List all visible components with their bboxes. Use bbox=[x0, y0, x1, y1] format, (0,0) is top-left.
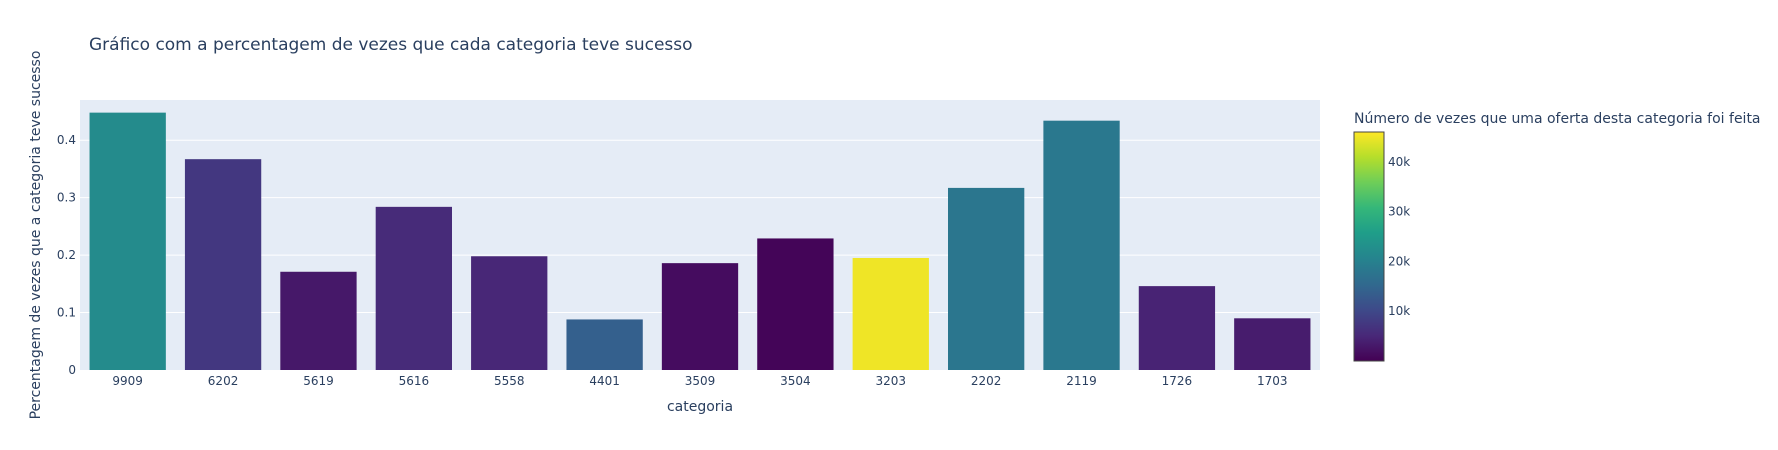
x-axis-title: categoria bbox=[667, 399, 733, 415]
y-tick-label: 0.4 bbox=[57, 133, 76, 147]
colorbar-tick-label: 40k bbox=[1388, 155, 1410, 169]
x-tick-label: 4401 bbox=[589, 374, 620, 388]
x-tick-label: 2119 bbox=[1066, 374, 1097, 388]
bar-2119[interactable] bbox=[1043, 120, 1120, 371]
bar-3504[interactable] bbox=[757, 238, 834, 370]
colorbar-tick-labels: 10k 20k 30k 40k bbox=[1388, 155, 1410, 318]
x-tick-label: 1726 bbox=[1162, 374, 1193, 388]
colorbar-tick-label: 10k bbox=[1388, 304, 1410, 318]
y-tick-label: 0.2 bbox=[57, 248, 76, 262]
bar-1726[interactable] bbox=[1138, 286, 1216, 370]
bar-6202[interactable] bbox=[184, 159, 262, 370]
y-tick-label: 0.1 bbox=[57, 306, 76, 320]
x-tick-label: 3504 bbox=[780, 374, 811, 388]
bar-3509[interactable] bbox=[661, 263, 739, 370]
bar-3203[interactable] bbox=[852, 257, 929, 370]
x-tick-label: 3509 bbox=[685, 374, 716, 388]
x-tick-label: 9909 bbox=[112, 374, 143, 388]
chart-title: Gráfico com a percentagem de vezes que c… bbox=[89, 35, 693, 55]
y-tick-labels: 0 0.1 0.2 0.3 0.4 bbox=[57, 133, 76, 377]
colorbar-tick-label: 30k bbox=[1388, 205, 1410, 219]
x-tick-labels: 9909 6202 5619 5616 5558 4401 3509 3504 3203 2202… bbox=[112, 374, 1287, 388]
x-tick-label: 6202 bbox=[208, 374, 239, 388]
bar-9909[interactable] bbox=[89, 112, 166, 370]
x-tick-label: 1703 bbox=[1257, 374, 1288, 388]
bar-5619[interactable] bbox=[280, 271, 357, 370]
bar-5558[interactable] bbox=[471, 256, 548, 370]
x-tick-label: 3203 bbox=[875, 374, 906, 388]
bars bbox=[89, 112, 1311, 371]
colorbar-tick-label: 20k bbox=[1388, 254, 1410, 268]
bar-5616[interactable] bbox=[375, 206, 452, 370]
x-tick-label: 5558 bbox=[494, 374, 525, 388]
bar-4401[interactable] bbox=[566, 319, 643, 370]
bar-1703[interactable] bbox=[1234, 318, 1311, 370]
x-tick-label: 5619 bbox=[303, 374, 334, 388]
y-tick-label: 0 bbox=[68, 363, 76, 377]
x-tick-label: 5616 bbox=[399, 374, 430, 388]
colorbar bbox=[1353, 131, 1385, 362]
colorbar-title: Número de vezes que uma oferta desta cat… bbox=[1354, 111, 1761, 127]
x-tick-label: 2202 bbox=[971, 374, 1002, 388]
y-axis-title: Percentagem de vezes que a categoria tev… bbox=[28, 51, 44, 420]
y-tick-label: 0.3 bbox=[57, 191, 76, 205]
bar-2202[interactable] bbox=[948, 187, 1025, 370]
